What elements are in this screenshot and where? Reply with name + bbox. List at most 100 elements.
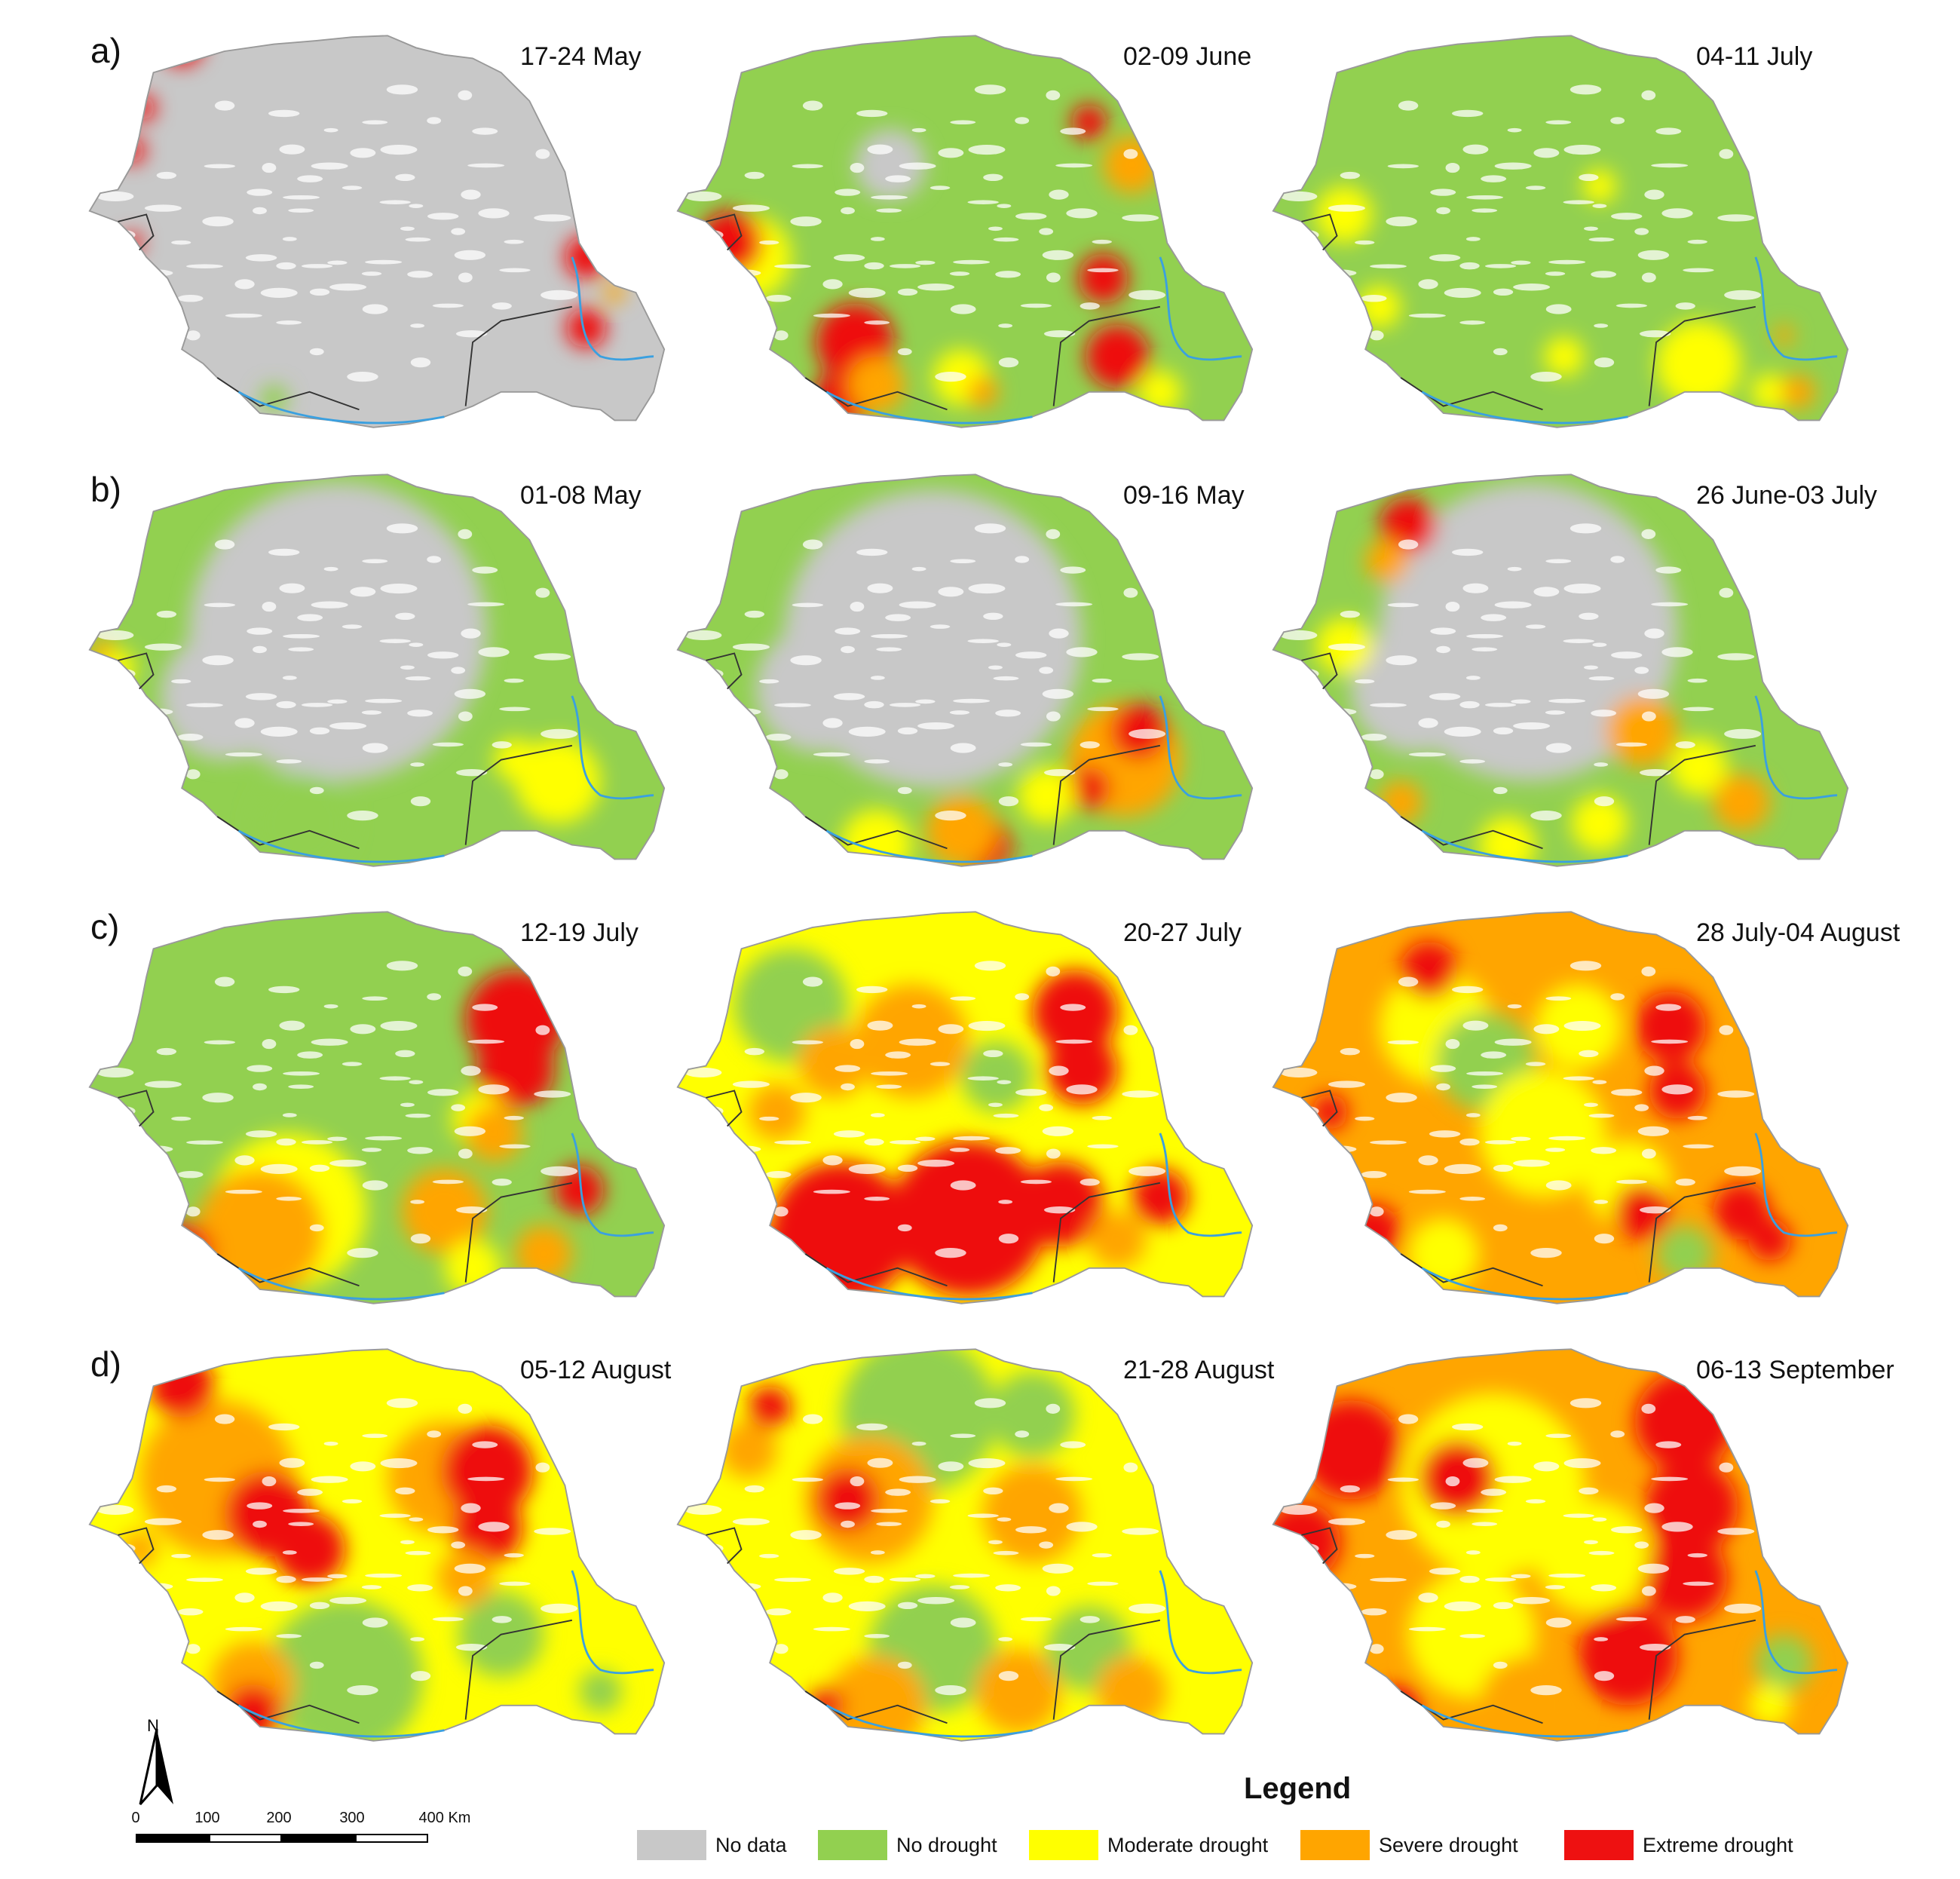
- drought-zone: [748, 1084, 806, 1141]
- drought-zone: [515, 1225, 572, 1283]
- drought-zone: [1089, 1211, 1146, 1268]
- drought-zone: [989, 1372, 1075, 1458]
- drought-zone: [1032, 970, 1118, 1056]
- drought-zone: [401, 1169, 487, 1254]
- drought-zone: [841, 809, 912, 866]
- drought-zone: [961, 1041, 1033, 1112]
- row-label: b): [90, 470, 121, 509]
- drought-zone: [565, 235, 608, 279]
- legend-swatch: [1300, 1830, 1370, 1860]
- scale-segment: [282, 1834, 355, 1843]
- drought-zone: [1748, 1218, 1791, 1261]
- drought-zone: [847, 356, 905, 413]
- drought-map: [1272, 1348, 1849, 1742]
- drought-zone: [1067, 767, 1110, 810]
- drought-zone: [1656, 1225, 1713, 1283]
- drought-map: [88, 1348, 666, 1742]
- map-title: 02-09 June: [1123, 42, 1252, 71]
- drought-zone: [121, 1531, 158, 1568]
- legend-label: No data: [715, 1833, 787, 1856]
- drought-zone: [494, 738, 537, 781]
- legend-item: Severe drought: [1300, 1828, 1518, 1862]
- drought-zone: [1774, 325, 1794, 345]
- scale-tick-label: 400 Km: [418, 1810, 471, 1826]
- drought-zone: [748, 1386, 792, 1429]
- drought-zone: [1071, 104, 1107, 140]
- drought-map: [676, 1348, 1254, 1742]
- drought-zone: [1301, 1400, 1401, 1500]
- drought-zone: [1571, 795, 1628, 852]
- scale-bar: 0 100 200 300 400 Km: [128, 1810, 470, 1862]
- scale-segment: [209, 1834, 282, 1843]
- drought-zone: [149, 1222, 214, 1286]
- map-title: 26 June-03 July: [1696, 481, 1878, 510]
- row-label: a): [90, 31, 121, 70]
- map-title: 12-19 July: [520, 918, 639, 947]
- drought-zone: [982, 1464, 1083, 1564]
- drought-zone: [1046, 1034, 1118, 1105]
- drought-zone: [1748, 1684, 1791, 1727]
- drought-zone: [149, 1353, 214, 1418]
- legend-label: Severe drought: [1379, 1833, 1518, 1856]
- scale-segment: [136, 1834, 209, 1843]
- drought-zone: [1606, 695, 1678, 768]
- map-title: 09-16 May: [1123, 481, 1245, 510]
- drought-map: [676, 474, 1254, 867]
- legend-label: Moderate drought: [1107, 1833, 1269, 1856]
- drought-map: [1272, 35, 1849, 428]
- legend-item: No data: [637, 1828, 787, 1862]
- drought-zone: [1401, 941, 1458, 999]
- map-title: 28 July-04 August: [1696, 918, 1900, 947]
- drought-zone: [926, 795, 997, 866]
- drought-zone: [1103, 136, 1160, 194]
- drought-zone: [1755, 1634, 1813, 1691]
- drought-zone: [1078, 253, 1129, 304]
- drought-map: [88, 35, 666, 428]
- drought-zone: [253, 774, 353, 866]
- drought-zone: [1315, 185, 1373, 244]
- drought-zone: [1713, 774, 1770, 831]
- drought-zone: [816, 1467, 880, 1532]
- map-title: 06-13 September: [1696, 1356, 1894, 1384]
- legend-swatch: [637, 1830, 706, 1860]
- drought-zone: [119, 137, 145, 164]
- drought-zone: [1670, 738, 1728, 795]
- drought-zone: [440, 1425, 534, 1518]
- drought-map: [88, 474, 666, 867]
- row-label: c): [90, 907, 120, 946]
- drought-zone: [1086, 324, 1150, 389]
- map-title: 04-11 July: [1696, 42, 1813, 71]
- legend-title: Legend: [1244, 1772, 1352, 1805]
- drought-zone: [1544, 336, 1585, 377]
- drought-zone: [755, 624, 884, 753]
- drought-zone: [160, 632, 289, 760]
- drought-map: [88, 911, 666, 1304]
- drought-zone: [1634, 991, 1706, 1062]
- map-title: 21-28 August: [1123, 1356, 1275, 1384]
- drought-zone: [712, 1232, 784, 1304]
- drought-zone: [444, 1240, 501, 1297]
- drought-zone: [1751, 373, 1789, 411]
- drought-zone: [1642, 1534, 1728, 1620]
- drought-zone: [1656, 320, 1741, 406]
- north-arrow-icon: [139, 1728, 173, 1805]
- drought-zone: [437, 1549, 495, 1606]
- legend-label: Extreme drought: [1643, 1833, 1793, 1856]
- drought-zone: [890, 1140, 1047, 1297]
- legend-item: No drought: [818, 1828, 997, 1862]
- scale-tick-label: 100: [194, 1810, 220, 1826]
- scale-segment: [355, 1834, 428, 1843]
- drought-zone: [1478, 816, 1536, 866]
- drought-zone: [975, 1648, 1061, 1734]
- drought-zone: [579, 1669, 622, 1713]
- row-label: d): [90, 1344, 121, 1384]
- drought-zone: [1351, 624, 1479, 753]
- drought-zone: [554, 1165, 605, 1215]
- drought-zone: [1365, 539, 1408, 583]
- drought-zone: [798, 1026, 869, 1098]
- drought-map: [1272, 474, 1849, 867]
- drought-zone: [1478, 1069, 1607, 1197]
- drought-map: [676, 35, 1254, 428]
- legend: No data No drought Moderate drought Severe …: [637, 1828, 1813, 1865]
